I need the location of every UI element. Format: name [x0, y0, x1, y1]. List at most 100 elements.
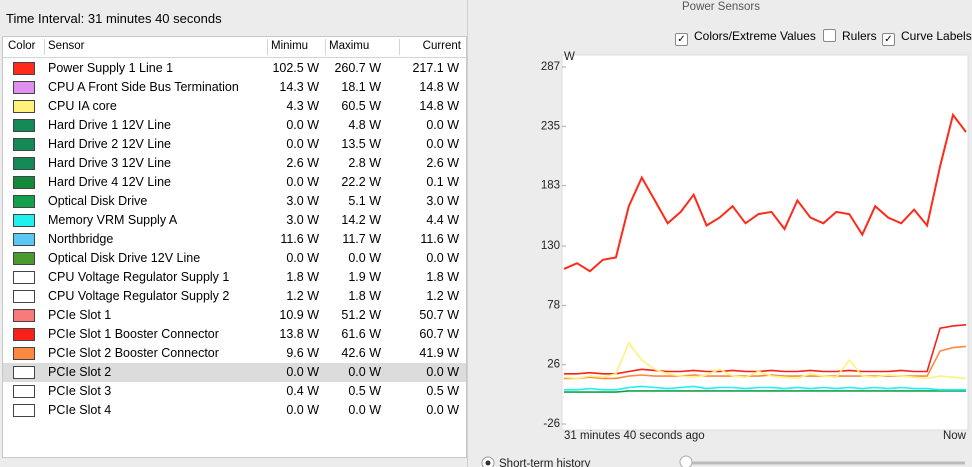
series-line: [563, 112, 967, 273]
sensor-name: PCIe Slot 2: [48, 365, 112, 379]
series-line: [564, 385, 966, 391]
color-swatch: [13, 347, 35, 360]
table-row[interactable]: Optical Disk Drive 12V Line 0.0 W 0.0 W 0.0…: [3, 249, 466, 268]
sensor-value: 0.0 W: [286, 403, 319, 417]
table-row[interactable]: CPU Voltage Regulator Supply 1 1.8 W 1.9 W…: [3, 268, 466, 287]
checkbox[interactable]: Rulers: [823, 29, 877, 43]
sensor-value: 11.6 W: [280, 232, 319, 246]
series-line: [564, 390, 966, 393]
sensor-value: 2.6 W: [286, 156, 319, 170]
sensor-name: PCIe Slot 1: [48, 308, 112, 322]
sensor-value: 1.2 W: [426, 289, 459, 303]
sensor-name: Hard Drive 4 12V Line: [48, 175, 171, 189]
sensor-value: 0.0 W: [348, 251, 381, 265]
sensor-value: 0.0 W: [426, 365, 459, 379]
sensor-name: Hard Drive 2 12V Line: [48, 137, 171, 151]
sensor-table: Color Sensor Minimu Maximu Current Power Supp…: [2, 36, 467, 458]
sensor-value: 4.3 W: [286, 99, 319, 113]
sensor-value: 0.0 W: [286, 365, 319, 379]
table-row[interactable]: Northbridge 11.6 W 11.7 W 11.6 W: [3, 230, 466, 249]
sensor-value: 22.2 W: [341, 175, 381, 189]
sensor-value: 4.4 W: [426, 213, 459, 227]
panel-title: Power Sensors: [682, 1, 760, 13]
sensor-value: 50.7 W: [419, 308, 459, 322]
table-row[interactable]: PCIe Slot 1 10.9 W 51.2 W 50.7 W: [3, 306, 466, 325]
time-interval: Time Interval: 31 minutes 40 seconds: [6, 11, 222, 26]
sensor-name: CPU A Front Side Bus Termination: [48, 80, 239, 94]
table-row[interactable]: Hard Drive 2 12V Line 0.0 W 13.5 W 0.0 W: [3, 135, 466, 154]
sensor-value: 14.8 W: [419, 80, 459, 94]
sensor-value: 4.8 W: [348, 118, 381, 132]
sensor-value: 60.5 W: [341, 99, 381, 113]
sensor-value: 260.7 W: [334, 61, 381, 75]
radio-dot: [485, 460, 491, 466]
checkbox[interactable]: ✓ Curve Labels: [882, 29, 972, 46]
table-row[interactable]: PCIe Slot 2 Booster Connector 9.6 W 42.6 W…: [3, 344, 466, 363]
sensor-name: Power Supply 1 Line 1: [48, 61, 174, 75]
x-tick-label: 31 minutes 40 seconds ago: [564, 430, 705, 442]
column-header[interactable]: Current: [422, 40, 461, 52]
column-divider: [44, 39, 45, 55]
table-row[interactable]: Optical Disk Drive 3.0 W 5.1 W 3.0 W: [3, 192, 466, 211]
table-row[interactable]: Hard Drive 1 12V Line 0.0 W 4.8 W 0.0 W: [3, 116, 466, 135]
sensor-value: 0.1 W: [426, 175, 459, 189]
checkbox-box[interactable]: ✓: [675, 33, 688, 46]
series-line: [564, 324, 967, 375]
table-row[interactable]: CPU Voltage Regulator Supply 2 1.2 W 1.8 W…: [3, 287, 466, 306]
sensor-value: 0.0 W: [286, 137, 319, 151]
color-swatch: [13, 271, 35, 284]
table-row[interactable]: PCIe Slot 1 Booster Connector 13.8 W 61.6 …: [3, 325, 466, 344]
slider-knob[interactable]: [679, 455, 693, 467]
checkbox-label[interactable]: Colors/Extreme Values: [694, 29, 816, 43]
checkbox[interactable]: ✓ Colors/Extreme Values: [675, 29, 816, 46]
column-header[interactable]: Sensor: [48, 40, 85, 52]
sensor-name: Hard Drive 3 12V Line: [48, 156, 171, 170]
color-swatch: [13, 366, 35, 379]
checkbox-label[interactable]: Rulers: [842, 29, 877, 43]
column-header[interactable]: Minimu: [271, 40, 309, 52]
sensor-value: 2.6 W: [426, 156, 459, 170]
color-swatch: [13, 214, 35, 227]
sensor-value: 3.0 W: [286, 213, 319, 227]
color-swatch: [13, 119, 35, 132]
y-axis-label: W: [564, 51, 575, 63]
sensor-value: 10.9 W: [279, 308, 319, 322]
y-tick-label: 287: [541, 61, 560, 73]
table-row[interactable]: PCIe Slot 3 0.4 W 0.5 W 0.5 W: [3, 382, 466, 401]
checkbox-box[interactable]: [823, 29, 836, 42]
sensor-value: 1.8 W: [426, 270, 459, 284]
column-divider: [325, 39, 326, 55]
color-swatch: [13, 309, 35, 322]
table-row[interactable]: CPU A Front Side Bus Termination 14.3 W 18…: [3, 78, 466, 97]
sensor-value: 217.1 W: [412, 61, 459, 75]
table-row[interactable]: CPU IA core 4.3 W 60.5 W 14.8 W: [3, 97, 466, 116]
table-row[interactable]: PCIe Slot 4 0.0 W 0.0 W 0.0 W: [3, 401, 466, 420]
table-row[interactable]: PCIe Slot 2 0.0 W 0.0 W 0.0 W: [3, 363, 466, 382]
color-swatch: [13, 157, 35, 170]
sensor-value: 102.5 W: [272, 61, 319, 75]
column-header[interactable]: Maximu: [329, 40, 370, 52]
sensor-value: 11.6 W: [420, 232, 459, 246]
column-header[interactable]: Color: [8, 40, 36, 52]
sensor-value: 1.8 W: [286, 270, 319, 284]
sensor-value: 42.6 W: [341, 346, 381, 360]
sensor-value: 51.2 W: [341, 308, 381, 322]
table-row[interactable]: Hard Drive 3 12V Line 2.6 W 2.8 W 2.6 W: [3, 154, 466, 173]
table-row[interactable]: Memory VRM Supply A 3.0 W 14.2 W 4.4 W: [3, 211, 466, 230]
radio-label: Short-term history: [499, 458, 591, 467]
checkbox-label[interactable]: Curve Labels: [901, 29, 972, 43]
sensor-panel: Time Interval: 31 minutes 40 seconds Col…: [0, 0, 468, 467]
color-swatch: [13, 290, 35, 303]
color-swatch: [13, 176, 35, 189]
color-swatch: [13, 62, 35, 75]
checkbox-box[interactable]: ✓: [882, 33, 895, 46]
sensor-name: CPU Voltage Regulator Supply 2: [48, 289, 230, 303]
y-tick-label: 183: [541, 180, 560, 192]
sensor-name: Hard Drive 1 12V Line: [48, 118, 171, 132]
color-swatch: [13, 404, 35, 417]
table-row[interactable]: Hard Drive 4 12V Line 0.0 W 22.2 W 0.1 W: [3, 173, 466, 192]
table-row[interactable]: Power Supply 1 Line 1 102.5 W 260.7 W 217.1…: [3, 59, 466, 78]
sensor-value: 14.8 W: [419, 99, 459, 113]
sensor-value: 0.0 W: [426, 118, 459, 132]
